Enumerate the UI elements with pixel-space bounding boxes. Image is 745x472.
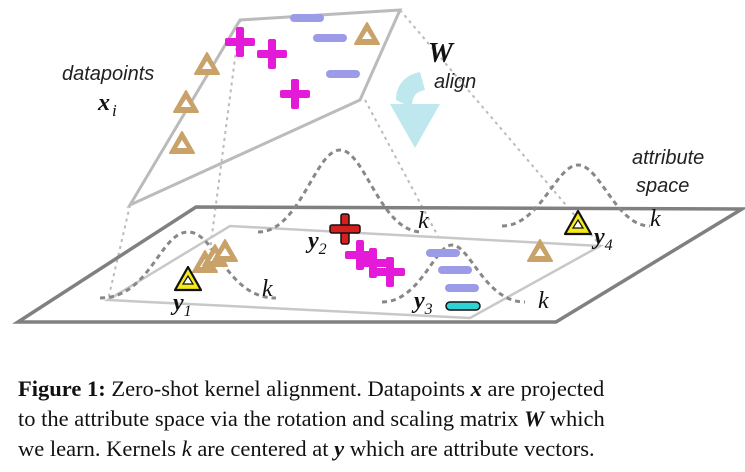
caption-figure-label: Figure 1:	[18, 376, 106, 401]
align-label: align	[434, 71, 476, 93]
y4-label: y4	[591, 224, 613, 254]
projected-markers	[193, 240, 552, 292]
y3-marker-icon	[446, 302, 480, 310]
datapoints-label: datapoints	[62, 63, 154, 85]
kernel-label-4: k	[650, 206, 661, 232]
kernel-label-1: k	[418, 208, 429, 234]
y3-label: y3	[411, 288, 433, 318]
y2-label: y2	[305, 228, 327, 258]
y4-marker-icon	[565, 211, 591, 234]
y2-marker-icon	[330, 214, 360, 244]
kernel-label-3: k	[538, 288, 549, 314]
kernel-label-2: k	[262, 276, 273, 302]
caption-line-2: to the attribute space via the rotation …	[18, 404, 734, 434]
align-arrow-icon	[390, 72, 440, 148]
kernel-labels: k k k k	[262, 206, 661, 314]
y1-label: y1	[170, 290, 192, 320]
space-label: space	[636, 175, 689, 197]
caption-line-3: we learn. Kernels k are centered at y wh…	[18, 434, 734, 464]
matrix-w-label: W	[428, 38, 455, 69]
attribute-label: attribute	[632, 147, 704, 169]
caption-line-1: Figure 1: Zero-shot kernel alignment. Da…	[18, 374, 734, 404]
figure-caption: Figure 1: Zero-shot kernel alignment. Da…	[18, 374, 734, 464]
